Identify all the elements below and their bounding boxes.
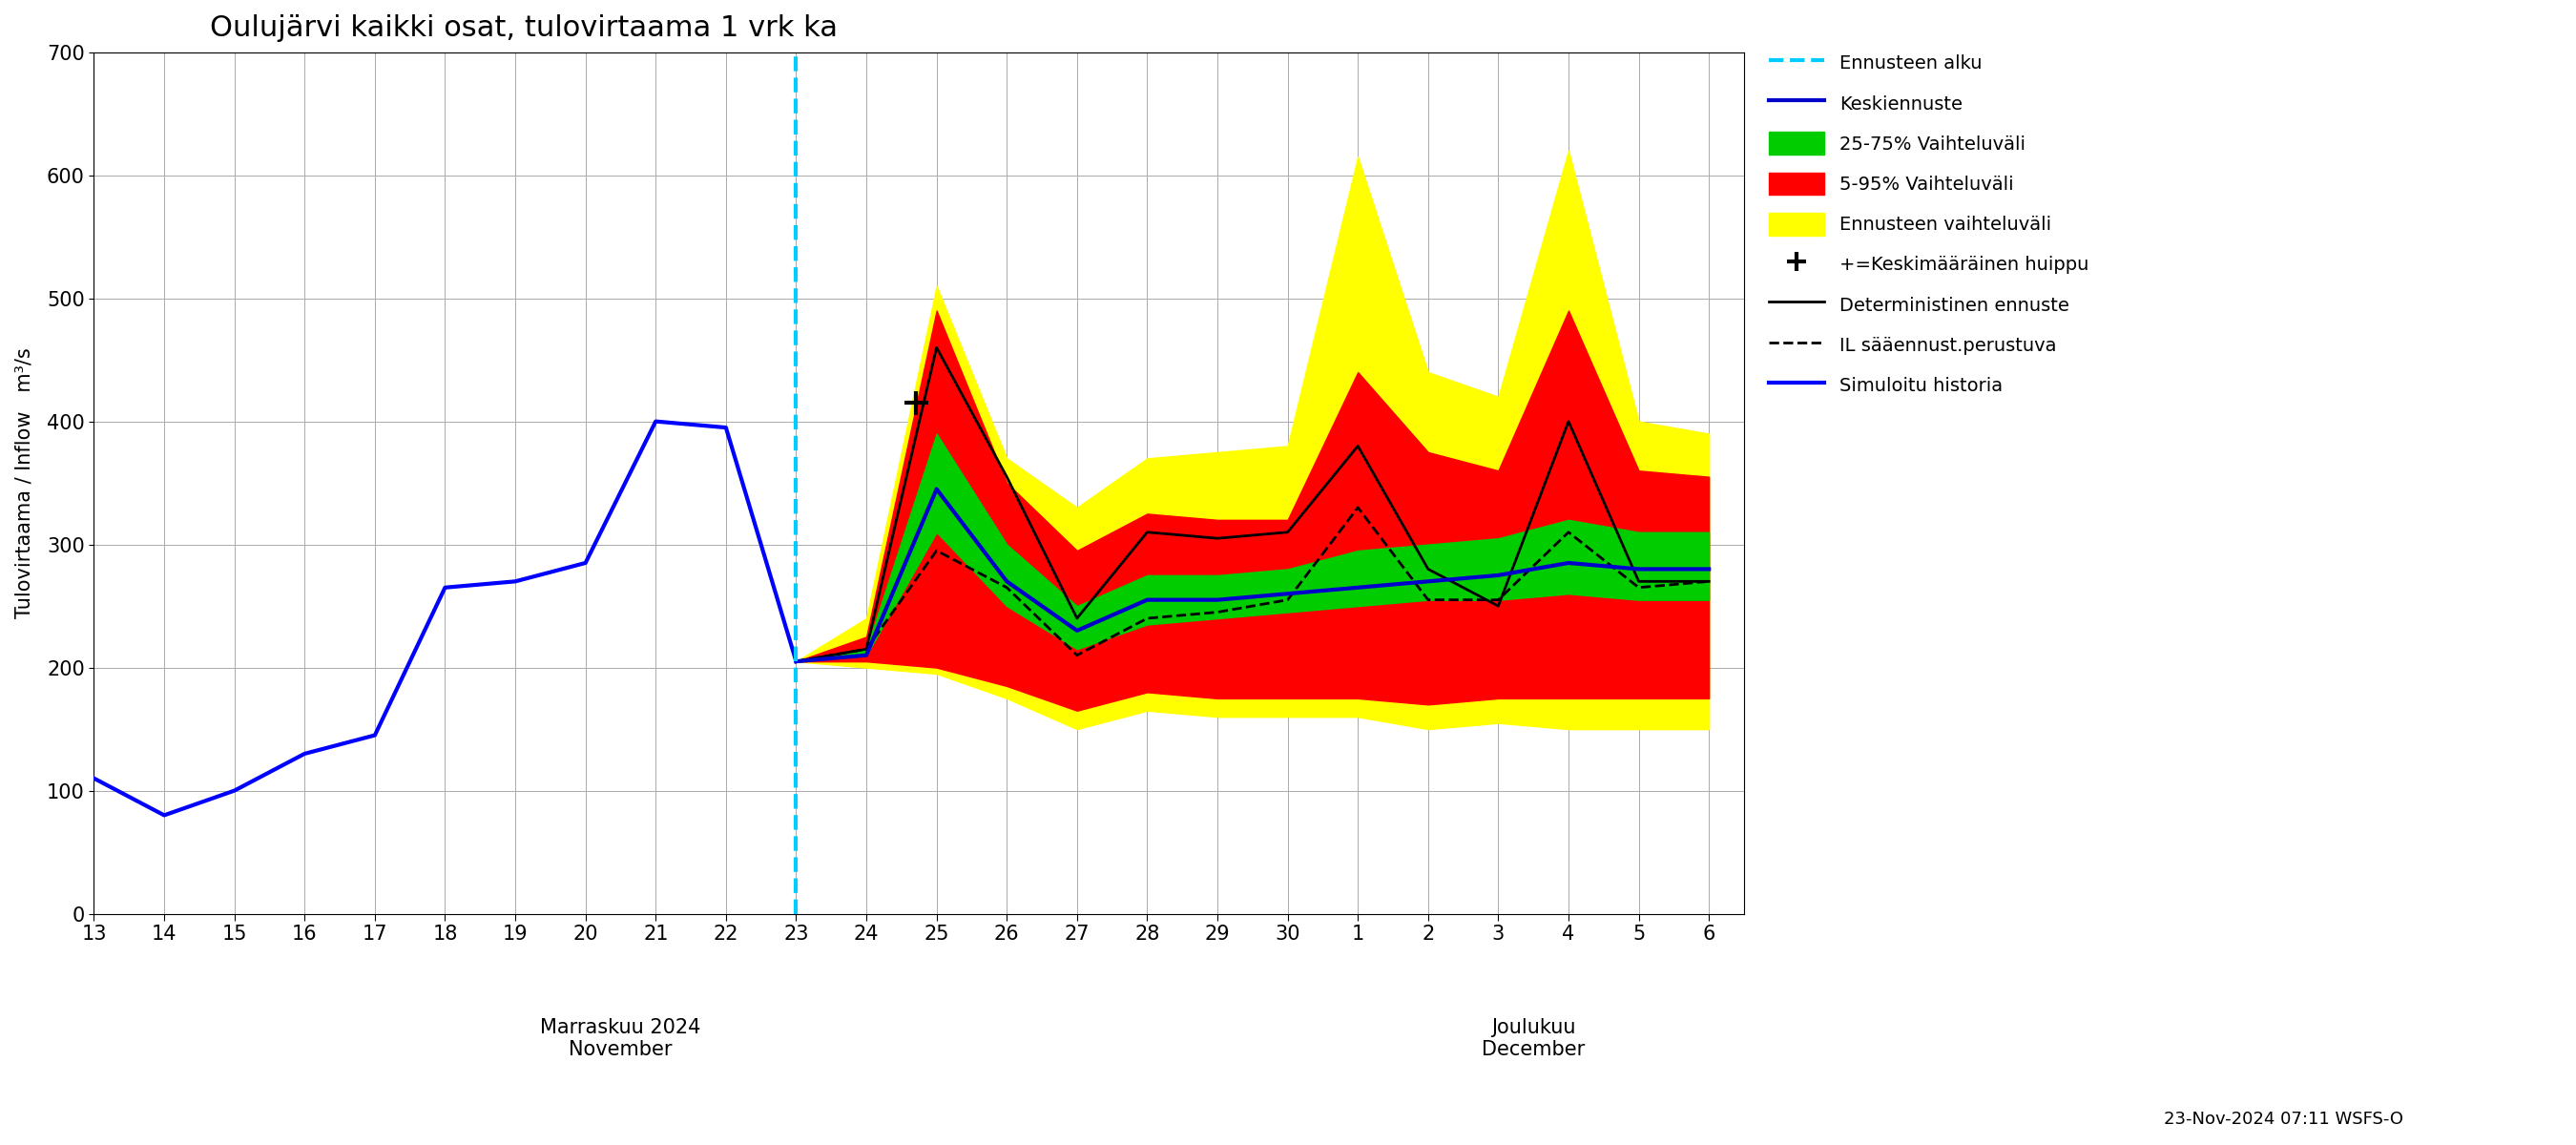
Text: Marraskuu 2024
November: Marraskuu 2024 November [541,1018,701,1059]
Y-axis label: Tulovirtaama / Inflow   m³/s: Tulovirtaama / Inflow m³/s [15,348,33,618]
Text: Oulujärvi kaikki osat, tulovirtaama 1 vrk ka: Oulujärvi kaikki osat, tulovirtaama 1 vr… [209,14,837,42]
Text: Joulukuu
December: Joulukuu December [1481,1018,1584,1059]
Legend: Ennusteen alku, Keskiennuste, 25-75% Vaihteluväli, 5-95% Vaihteluväli, Ennusteen: Ennusteen alku, Keskiennuste, 25-75% Vai… [1762,45,2097,404]
Text: 23-Nov-2024 07:11 WSFS-O: 23-Nov-2024 07:11 WSFS-O [2164,1111,2403,1128]
